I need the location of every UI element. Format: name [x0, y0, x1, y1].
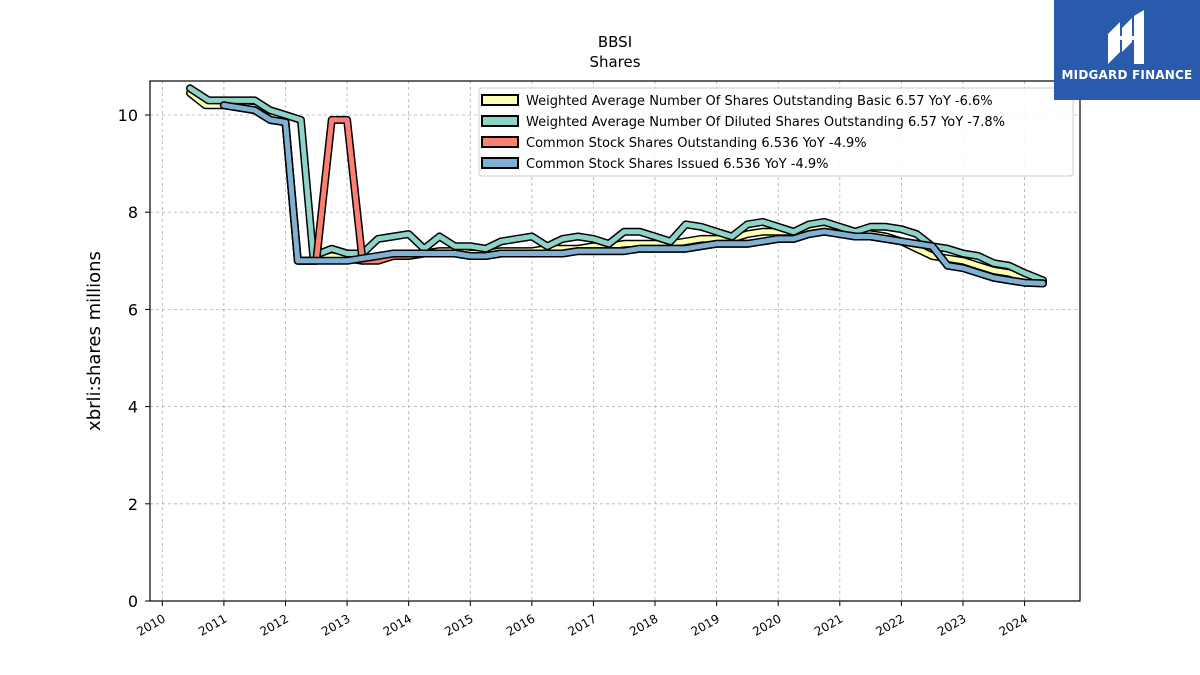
y-axis-label: xbrli:shares millions	[84, 251, 105, 431]
series-2	[186, 84, 1047, 285]
y-tick-label: 10	[118, 106, 138, 125]
legend-swatch	[481, 115, 519, 127]
legend-box	[478, 87, 1074, 177]
x-tick-label: 2020	[750, 611, 783, 638]
plot-area-frame	[149, 80, 1081, 602]
x-tick-label: 2024	[997, 611, 1030, 638]
legend-label: Weighted Average Number Of Diluted Share…	[526, 115, 1005, 130]
legend-label: Common Stock Shares Outstanding 6.536 Yo…	[526, 136, 867, 151]
legend-item: Common Stock Shares Outstanding 6.536 Yo…	[481, 136, 867, 151]
y-tick-label: 8	[128, 203, 138, 222]
x-tick-label: 2016	[504, 611, 537, 638]
legend-swatch	[481, 136, 519, 148]
x-tick-label: 2022	[873, 611, 906, 638]
legend-label: Common Stock Shares Issued 6.536 YoY -4.…	[526, 157, 829, 172]
legend-label: Weighted Average Number Of Shares Outsta…	[526, 94, 993, 109]
legend: Weighted Average Number Of Shares Outsta…	[478, 87, 1074, 177]
y-tick-label: 0	[128, 592, 138, 611]
chart-title: BBSI	[598, 33, 632, 51]
legend-item: Weighted Average Number Of Diluted Share…	[481, 115, 1005, 130]
x-tick-label: 2010	[134, 611, 167, 638]
x-tick-label: 2013	[319, 611, 352, 638]
x-tick-label: 2015	[442, 611, 475, 638]
series-4	[219, 101, 1047, 288]
x-tick-label: 2012	[258, 611, 291, 638]
logo-mark-icon	[1108, 10, 1144, 64]
legend-item: Common Stock Shares Issued 6.536 YoY -4.…	[481, 157, 829, 172]
logo-text: MIDGARD FINANCE	[1061, 68, 1193, 82]
x-tick-label: 2019	[689, 611, 722, 638]
legend-item: Weighted Average Number Of Shares Outsta…	[481, 94, 993, 109]
legend-swatch	[481, 94, 519, 106]
y-tick-label: 2	[128, 495, 138, 514]
series-line	[221, 102, 1046, 286]
x-tick-label: 2014	[381, 611, 414, 638]
y-tick-label: 6	[128, 300, 138, 319]
x-axis-ticks: 2010 2011 2012 2013 2014 2015 2016 2017 2018 2019…	[134, 601, 1030, 639]
chart-subtitle: Shares	[589, 53, 640, 71]
brand-logo: MIDGARD FINANCE	[1054, 0, 1200, 100]
x-tick-label: 2017	[565, 611, 598, 638]
x-tick-label: 2023	[935, 611, 968, 638]
y-axis-ticks: 0 2 4 6 8 10	[118, 106, 150, 611]
series-layer	[186, 84, 1047, 288]
x-tick-label: 2018	[627, 611, 660, 638]
series-line	[187, 85, 1046, 283]
x-tick-label: 2011	[196, 611, 229, 638]
x-tick-label: 2021	[812, 611, 845, 638]
y-tick-label: 4	[128, 398, 138, 417]
legend-swatch	[481, 157, 519, 169]
